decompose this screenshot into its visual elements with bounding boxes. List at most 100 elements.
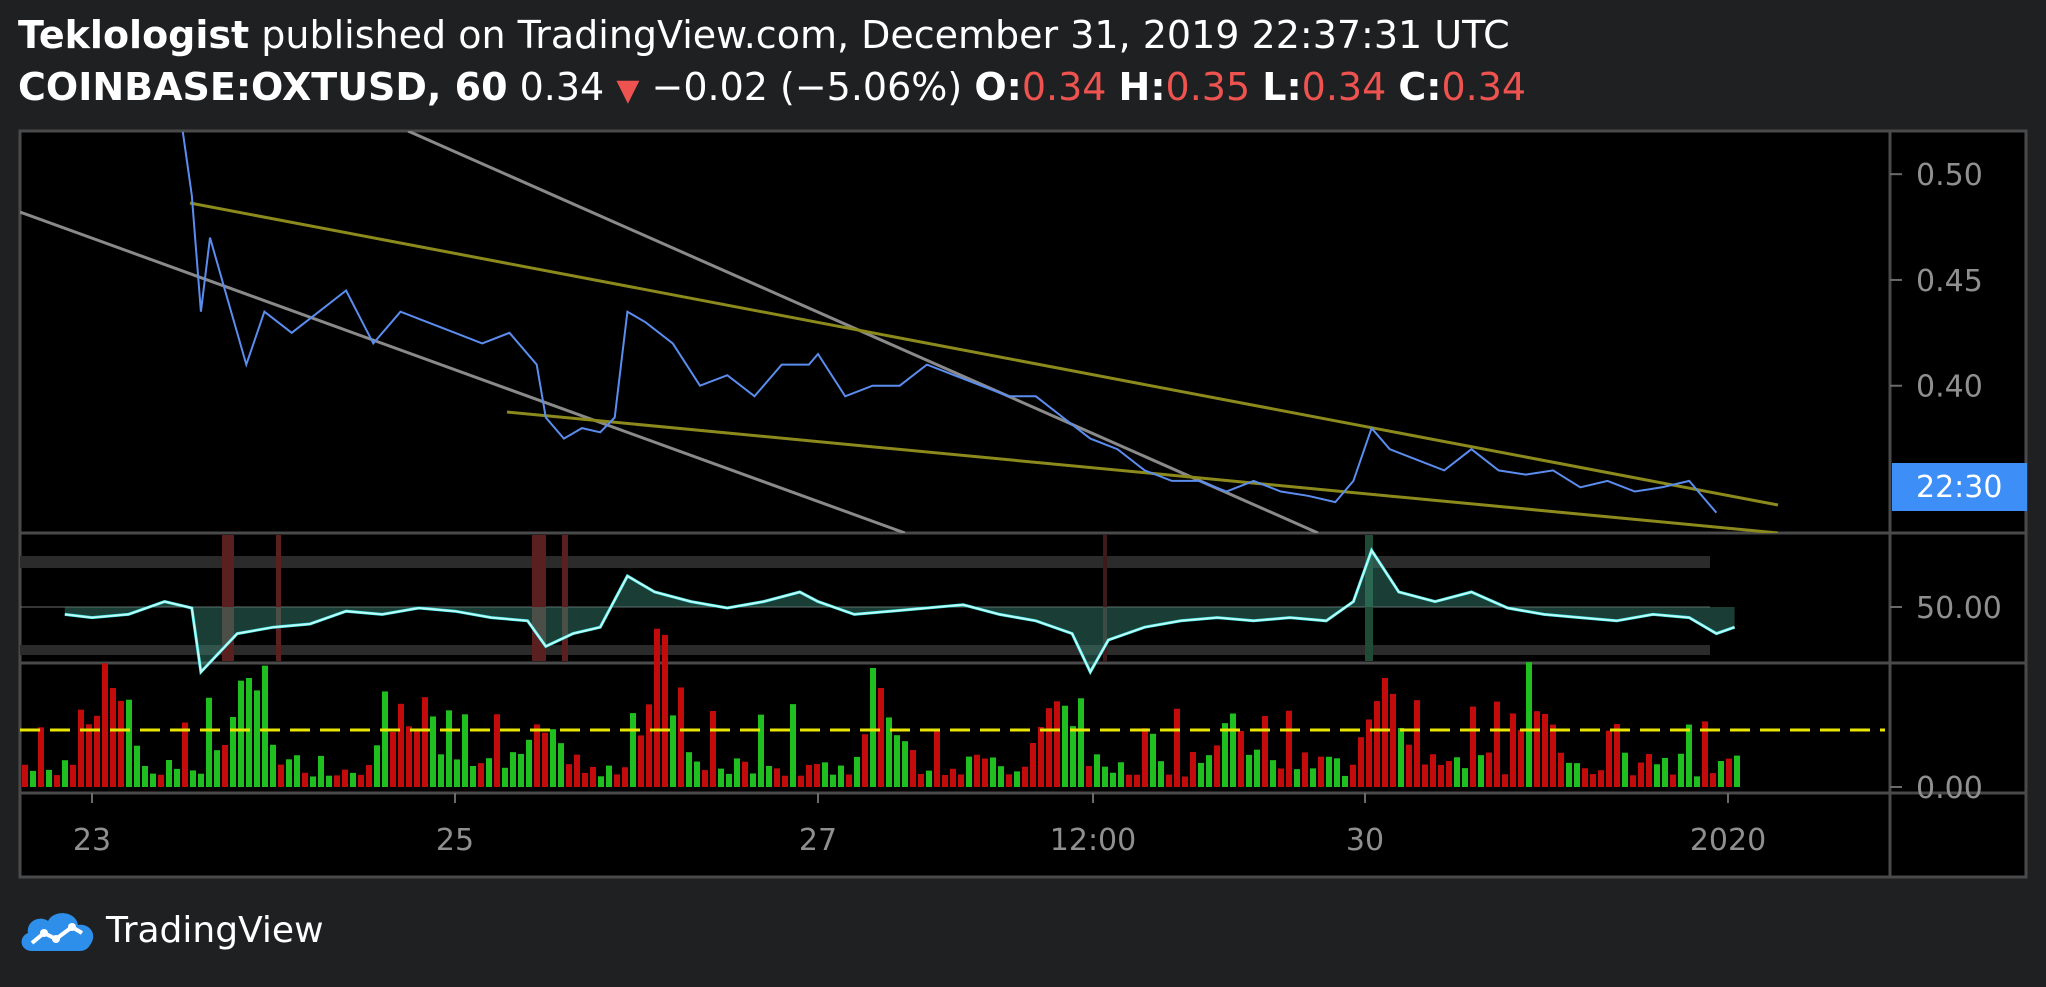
volume-bar xyxy=(1062,705,1068,787)
volume-bar xyxy=(142,766,148,787)
volume-bar xyxy=(318,755,324,787)
volume-bar xyxy=(1574,763,1580,787)
volume-bar xyxy=(1006,774,1012,787)
volume-bar xyxy=(1350,764,1356,787)
volume-bar xyxy=(806,764,812,787)
author-name[interactable]: Teklologist xyxy=(18,13,250,57)
volume-bar xyxy=(902,741,908,787)
volume-bar xyxy=(750,773,756,787)
volume-bar xyxy=(462,714,468,787)
volume-bar xyxy=(662,634,668,787)
volume-bar xyxy=(62,760,68,787)
volume-bar xyxy=(1366,719,1372,787)
volume-bar xyxy=(54,775,60,787)
volume-bar xyxy=(38,727,44,787)
volume-bar xyxy=(646,704,652,787)
volume-bar xyxy=(1190,752,1196,787)
rsi-tick-label: 50.00 xyxy=(1916,591,2002,626)
volume-bar xyxy=(1462,768,1468,787)
volume-bar xyxy=(1678,753,1684,787)
volume-bar xyxy=(390,731,396,787)
volume-bar xyxy=(222,745,228,787)
volume-bar xyxy=(774,768,780,787)
volume-bar xyxy=(782,775,788,787)
volume-bar xyxy=(86,724,92,787)
volume-bar xyxy=(1110,772,1116,787)
volume-bar xyxy=(1262,715,1268,787)
volume-bar xyxy=(1734,755,1740,787)
volume-bar xyxy=(150,773,156,787)
volume-bar xyxy=(966,756,972,787)
last-price-badge-label: 22:30 xyxy=(1916,470,2002,505)
volume-bar xyxy=(110,687,116,787)
volume-bar xyxy=(334,775,340,787)
volume-bar xyxy=(1302,752,1308,787)
volume-bar xyxy=(1398,727,1404,787)
brand-name: TradingView xyxy=(106,909,324,951)
volume-bar xyxy=(526,739,532,787)
volume-bar xyxy=(1670,774,1676,787)
volume-bar xyxy=(838,765,844,787)
tradingview-logo[interactable]: TradingView xyxy=(18,907,324,953)
volume-bar xyxy=(1022,766,1028,787)
volume-bar xyxy=(1318,756,1324,787)
volume-bar xyxy=(1286,710,1292,787)
volume-bar xyxy=(1614,724,1620,787)
volume-bar xyxy=(230,716,236,787)
volume-bar xyxy=(1382,677,1388,787)
volume-bar xyxy=(942,774,948,787)
high-label: H: xyxy=(1118,65,1166,109)
volume-bar xyxy=(1478,755,1484,787)
volume-bar xyxy=(1598,770,1604,787)
chart-canvas[interactable]: 0.50 0.45 0.40 22:30 50.00 0.00 23 25 27 12:00 30 2… xyxy=(0,0,2046,880)
volume-bar xyxy=(1414,700,1420,787)
volume-bar xyxy=(1422,764,1428,787)
volume-bar xyxy=(1182,776,1188,787)
open-label: O: xyxy=(974,65,1022,109)
price-change: −0.02 (−5.06%) xyxy=(651,65,963,109)
volume-bar xyxy=(270,744,276,787)
volume-bar xyxy=(1534,711,1540,787)
volume-bar xyxy=(798,775,804,787)
volume-bar xyxy=(46,769,52,787)
volume-bar xyxy=(294,755,300,787)
volume-bar xyxy=(166,759,172,787)
volume-bar xyxy=(286,759,292,787)
volume-bar xyxy=(1222,723,1228,787)
volume-bar xyxy=(126,699,132,787)
volume-bar xyxy=(478,763,484,787)
volume-bar xyxy=(1726,758,1732,787)
volume-bar xyxy=(742,761,748,787)
volume-bar xyxy=(710,711,716,787)
volume-bar xyxy=(1214,745,1220,787)
volume-bar xyxy=(326,775,332,787)
volume-bar xyxy=(606,765,612,787)
publish-info: Teklologist published on TradingView.com… xyxy=(18,12,1510,58)
volume-bar xyxy=(830,774,836,787)
volume-bar xyxy=(1438,764,1444,787)
volume-bar xyxy=(1166,774,1172,787)
volume-bar xyxy=(1558,752,1564,787)
volume-bar xyxy=(1494,701,1500,787)
price-tick-label: 0.50 xyxy=(1916,158,1983,193)
volume-bar xyxy=(822,762,828,787)
published-text: published on TradingView.com, December 3… xyxy=(261,13,1510,57)
volume-bar xyxy=(1278,768,1284,787)
volume-bar xyxy=(1374,701,1380,787)
volume-bar xyxy=(1142,728,1148,787)
volume-bar xyxy=(894,735,900,787)
volume-bar xyxy=(422,697,428,787)
volume-bar xyxy=(814,763,820,787)
volume-bar xyxy=(1622,752,1628,787)
volume-bar xyxy=(846,774,852,787)
volume-bar xyxy=(102,663,108,787)
volume-bar xyxy=(78,709,84,787)
volume-bar xyxy=(1038,726,1044,787)
volume-bar xyxy=(1310,768,1316,787)
volume-bar xyxy=(1390,693,1396,787)
volume-bar xyxy=(398,703,404,787)
volume-bar xyxy=(622,767,628,787)
volume-bar xyxy=(1070,726,1076,787)
volume-bar xyxy=(1238,731,1244,787)
volume-bar xyxy=(718,768,724,787)
